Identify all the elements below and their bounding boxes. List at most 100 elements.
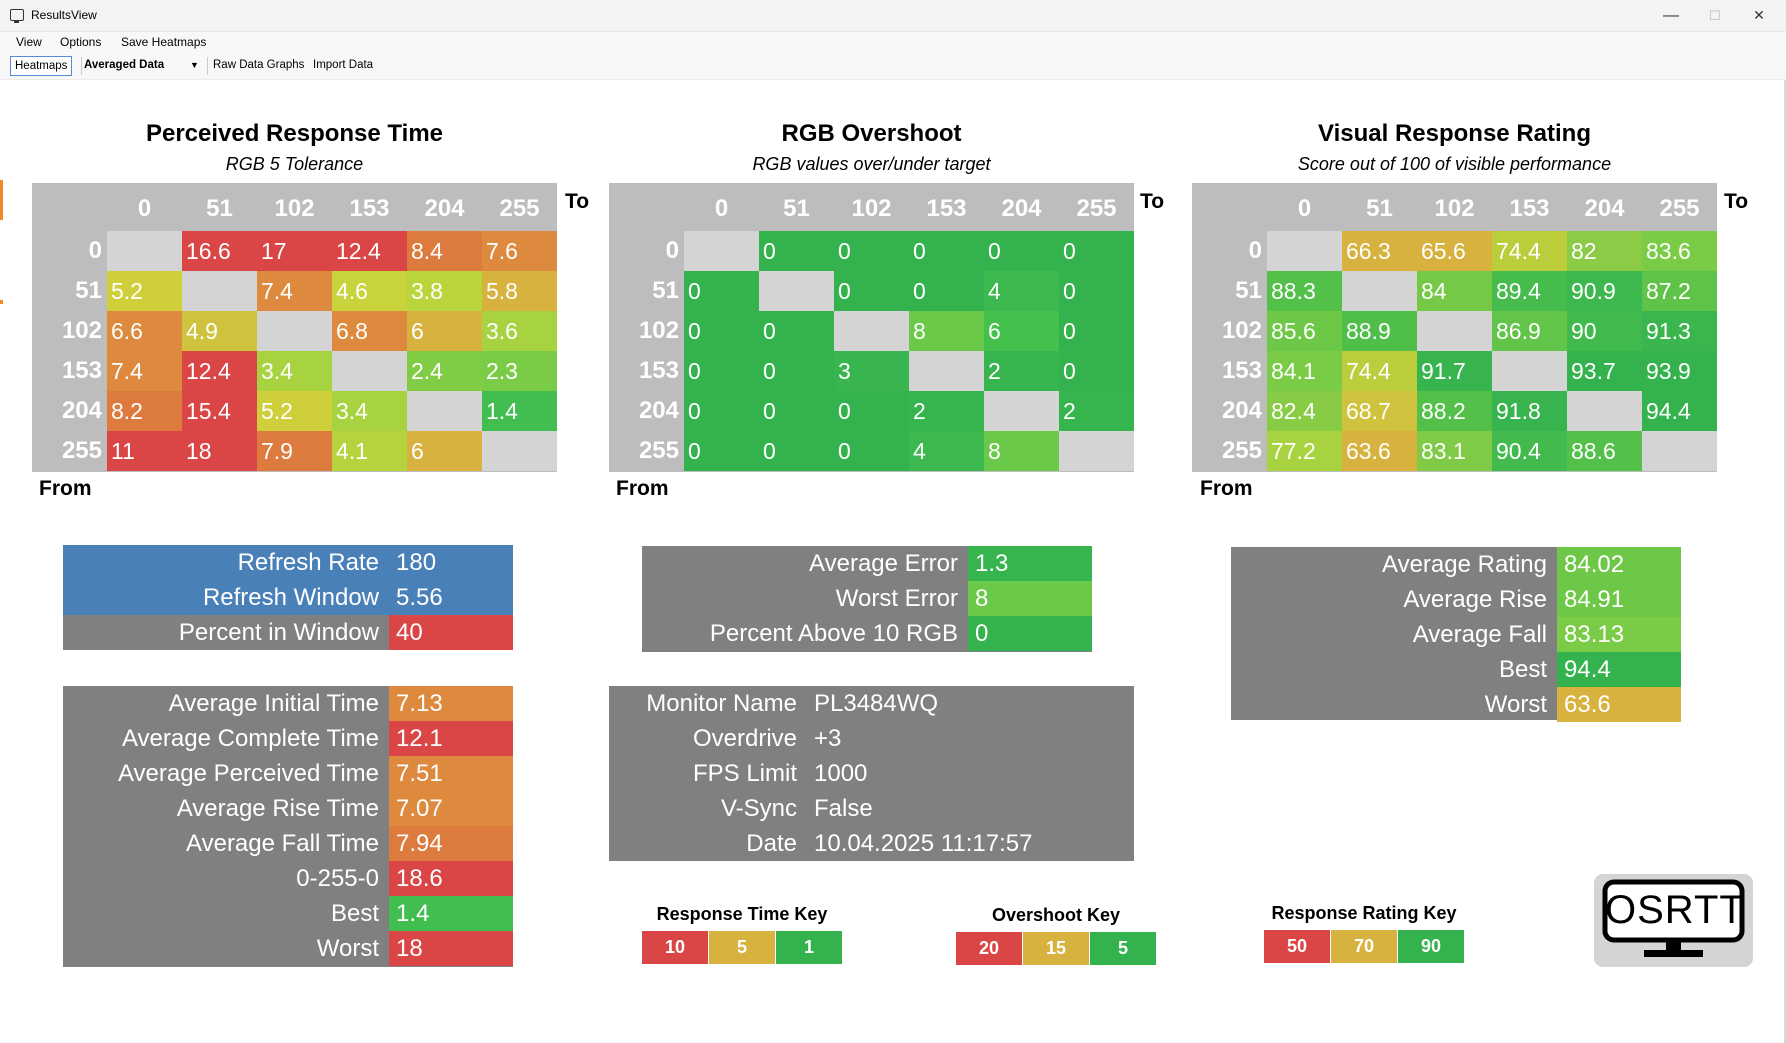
raw-data-graphs-button[interactable]: Raw Data Graphs: [213, 59, 305, 71]
column-header: 255: [499, 195, 540, 222]
menu-view[interactable]: View: [16, 35, 42, 49]
heatmap-cell: 17: [257, 231, 332, 271]
refresh-rate-panel: Refresh Rate 180 Refresh Window 5.56 Percent…: [63, 545, 513, 650]
heatmap-cell: 8.4: [407, 231, 482, 271]
heatmap-grid: 0 51 102 153 204 255 0 66.3 65.6 74.4 82 83.6 51 88.3…: [1192, 183, 1717, 472]
heatmap-subtitle: Score out of 100 of visible performance: [1297, 154, 1612, 174]
heatmap-subtitle: RGB values over/under target: [752, 154, 991, 174]
panel-label-background: [63, 545, 389, 580]
monitor-info-panel: Monitor Name PL3484WQ Overdrive +3 FPS Limit…: [609, 686, 1134, 861]
heatmap-cell: 4: [984, 271, 1059, 311]
heatmap-cell: 3.8: [407, 271, 482, 311]
heatmap-cell: 6: [407, 311, 482, 351]
stat-label: Overdrive: [692, 725, 797, 752]
logo-text: OSRTT: [1605, 888, 1745, 932]
row-header: 51: [75, 277, 102, 304]
key-swatch: 90: [1398, 930, 1464, 963]
heatmaps-button[interactable]: Heatmaps: [10, 56, 73, 76]
heatmap-cell: 6.6: [107, 311, 182, 351]
stat-label: Date: [746, 830, 797, 857]
heatmap-cell: 0: [834, 231, 909, 271]
heatmap-cell: 89.4: [1492, 271, 1567, 311]
heatmap-cell: 6.8: [332, 311, 407, 351]
heatmap-cell: 3: [834, 351, 909, 391]
stat-label: Average Perceived Time: [117, 760, 379, 787]
heatmap-cell: 12.4: [182, 351, 257, 391]
heatmap-cell: 0: [834, 391, 909, 431]
heatmap-cell: 83.1: [1417, 431, 1492, 471]
heatmap-cell: 63.6: [1342, 431, 1417, 471]
heatmap-cell: [1492, 351, 1567, 391]
heatmap-cell: 83.6: [1642, 231, 1717, 271]
heatmap-cell: 0: [759, 391, 834, 431]
heatmap-grid: 0 51 102 153 204 255 0 16.6 17 12.4 8.4 7.6 51 5.2 7.4…: [32, 183, 557, 472]
axis-from-label: From: [1200, 477, 1253, 500]
stat-label: Percent Above 10 RGB: [709, 620, 958, 647]
row-header: 255: [638, 437, 679, 464]
heatmap-cell: 86.9: [1492, 311, 1567, 351]
close-button[interactable]: ✕: [1753, 7, 1765, 23]
heatmap-cell: 4.6: [332, 271, 407, 311]
stat-label: FPS Limit: [692, 760, 797, 787]
heatmap-cell: [1417, 311, 1492, 351]
row-header: 153: [1221, 357, 1262, 384]
stat-value: 84.02: [1557, 547, 1681, 582]
heatmap-cell: 0: [984, 231, 1059, 271]
stat-value: 1000: [814, 760, 868, 787]
heatmap-cell: 7.6: [482, 231, 557, 271]
heatmap-cell: 5.8: [482, 271, 557, 311]
heatmap-cell: [1059, 431, 1134, 471]
monitor-logo-icon: [1602, 879, 1745, 957]
heatmap-title: RGB Overshoot: [781, 120, 962, 147]
dropdown-arrow-icon[interactable]: ▼: [190, 60, 199, 70]
heatmap-cell: 90.4: [1492, 431, 1567, 471]
stat-value: False: [814, 795, 873, 822]
window-title: ResultsView: [31, 8, 97, 22]
heatmap-cell: [1642, 431, 1717, 471]
stat-value: 7.51: [389, 756, 513, 791]
menu-save-heatmaps[interactable]: Save Heatmaps: [121, 35, 207, 49]
heatmap-cell: 0: [684, 431, 759, 471]
menu-options[interactable]: Options: [60, 35, 102, 49]
stat-label: Refresh Window: [202, 584, 379, 611]
column-header: 153: [349, 195, 390, 222]
data-mode-dropdown[interactable]: Averaged Data: [84, 59, 165, 71]
stat-value: 18.6: [389, 861, 513, 896]
column-header: 153: [1509, 195, 1550, 222]
heatmap-cell: 91.3: [1642, 311, 1717, 351]
stat-label: Refresh Rate: [237, 549, 379, 576]
column-header: 255: [1076, 195, 1117, 222]
row-header: 0: [88, 237, 102, 264]
row-header: 204: [61, 397, 102, 424]
heatmap-cell: 65.6: [1417, 231, 1492, 271]
heatmap-cell: 7.4: [107, 351, 182, 391]
maximize-button[interactable]: ☐: [1709, 8, 1721, 23]
heatmap-cell: 84.1: [1267, 351, 1342, 391]
heatmap-title: Visual Response Rating: [1318, 120, 1591, 147]
row-header: 255: [1221, 437, 1262, 464]
stat-label: 0-255-0: [296, 865, 379, 892]
import-data-button[interactable]: Import Data: [313, 59, 374, 71]
heatmap-cell: 3.4: [332, 391, 407, 431]
heatmap-cell: 82.4: [1267, 391, 1342, 431]
stat-value: 40: [389, 615, 513, 650]
heatmap-cell: 2: [909, 391, 984, 431]
minimize-button[interactable]: —: [1663, 7, 1679, 24]
toolbar-separator: [81, 57, 82, 75]
stat-label: Average Complete Time: [121, 725, 379, 752]
stat-value: 10.04.2025 11:17:57: [814, 830, 1033, 857]
stat-value: 7.13: [389, 686, 513, 721]
row-header: 102: [61, 317, 102, 344]
row-header: 0: [1248, 237, 1262, 264]
column-header: 51: [1366, 195, 1393, 222]
axis-to-label: To: [565, 190, 590, 213]
row-header: 153: [638, 357, 679, 384]
heatmap-cell: 66.3: [1342, 231, 1417, 271]
heatmap-cell: 0: [684, 311, 759, 351]
heatmap-grid: 0 51 102 153 204 255 0 0 0 0 0 0 51 0 0 0 4 0 102 0 0 8 6 0 153 0…: [609, 183, 1134, 472]
heatmap-subtitle: RGB 5 Tolerance: [225, 154, 364, 174]
heatmap-cell: 85.6: [1267, 311, 1342, 351]
panel-label-background: [63, 580, 389, 615]
heatmap-cell: 77.2: [1267, 431, 1342, 471]
column-header: 102: [274, 195, 315, 222]
